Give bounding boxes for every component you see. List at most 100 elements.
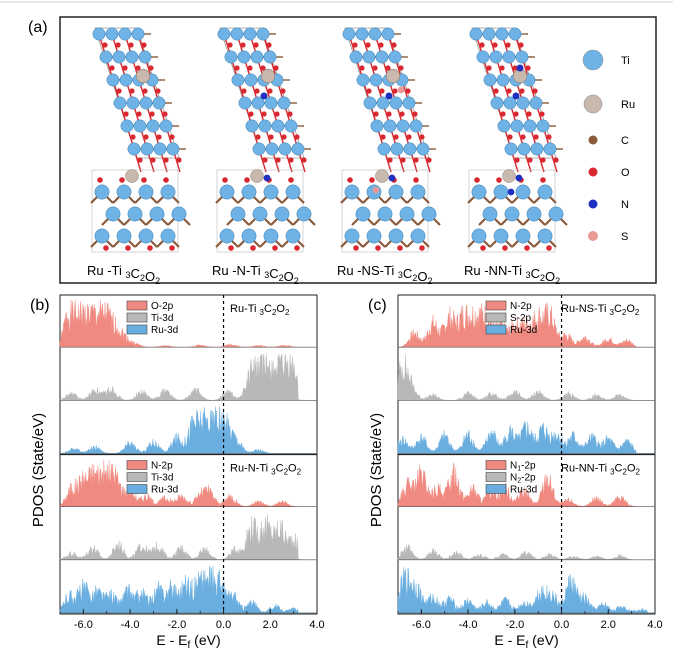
ti-atom bbox=[127, 142, 141, 156]
ti-atom bbox=[504, 142, 518, 156]
o-atom bbox=[268, 134, 274, 140]
o-atom bbox=[366, 88, 372, 94]
o-atom bbox=[129, 88, 135, 94]
ti-atom bbox=[416, 142, 430, 156]
o-atom bbox=[385, 65, 391, 71]
o-atom bbox=[123, 111, 129, 117]
o-atom bbox=[419, 245, 425, 251]
legend-swatch bbox=[485, 324, 507, 335]
pdos-series-n2-2p bbox=[397, 544, 656, 561]
ti-atom bbox=[263, 228, 279, 244]
o-atom bbox=[241, 88, 247, 94]
o-atom bbox=[169, 134, 175, 140]
o-atom bbox=[380, 134, 386, 140]
x-axis-label: E - Ef (eV) bbox=[494, 632, 558, 651]
ti-atom bbox=[245, 119, 259, 133]
o-atom bbox=[267, 88, 273, 94]
o-atom bbox=[294, 245, 300, 251]
group-title: Ru-Ti 3C2O2 bbox=[230, 303, 290, 317]
o-atom bbox=[378, 42, 384, 48]
o-atom bbox=[255, 134, 261, 140]
pdos-series-n-2p bbox=[59, 459, 318, 507]
ti-atom bbox=[369, 73, 383, 87]
legend-label: Ti-3d bbox=[151, 313, 173, 324]
legend-label: Ru-3d bbox=[510, 325, 537, 336]
o-atom bbox=[274, 111, 280, 117]
o-atom bbox=[505, 42, 511, 48]
ti-atom bbox=[241, 228, 257, 244]
ti-atom bbox=[219, 228, 235, 244]
ti-atom bbox=[278, 142, 292, 156]
ti-atom bbox=[536, 119, 550, 133]
ti-atom bbox=[344, 184, 360, 200]
o-atom bbox=[137, 157, 143, 163]
o-atom bbox=[247, 65, 253, 71]
ti-atom bbox=[493, 184, 509, 200]
ti-atom bbox=[116, 228, 132, 244]
legend-entry: Ru-3d bbox=[485, 324, 537, 336]
ti-atom bbox=[231, 73, 245, 87]
atom-symbol: C bbox=[621, 135, 629, 147]
ti-atom bbox=[388, 228, 404, 244]
ru-atom bbox=[135, 68, 151, 84]
o-atom bbox=[426, 157, 432, 163]
ti-atom bbox=[120, 119, 134, 133]
n-atom bbox=[260, 92, 268, 100]
o-atom bbox=[163, 177, 169, 183]
structure-label: Ru -NS-Ti 3C2O2 bbox=[337, 263, 432, 286]
ti-atom bbox=[230, 206, 246, 222]
o-atom bbox=[486, 65, 492, 71]
ti-atom bbox=[250, 50, 264, 64]
ti-atom bbox=[152, 96, 166, 110]
o-atom bbox=[125, 245, 131, 251]
legend-entry: Ru-3d bbox=[126, 484, 178, 496]
o-atom bbox=[406, 134, 412, 140]
o-atom bbox=[248, 111, 254, 117]
atom-swatch bbox=[588, 199, 598, 209]
legend-entry: Ti-3d bbox=[126, 472, 173, 484]
atom-swatch bbox=[583, 94, 603, 114]
o-atom bbox=[147, 245, 153, 251]
ru-atom bbox=[125, 169, 139, 183]
ti-atom bbox=[219, 184, 235, 200]
o-atom bbox=[149, 111, 155, 117]
ti-atom bbox=[140, 142, 154, 156]
ti-atom bbox=[256, 27, 270, 41]
o-atom bbox=[375, 245, 381, 251]
o-atom bbox=[135, 65, 141, 71]
pdos-series-ru-3d bbox=[59, 565, 317, 614]
legend-entry: Ru-3d bbox=[126, 324, 178, 336]
legend-swatch bbox=[485, 484, 507, 494]
ti-atom bbox=[344, 228, 360, 244]
legend-label: O-2p bbox=[151, 301, 174, 312]
pdos-series-ru-3d bbox=[397, 421, 655, 454]
o-atom bbox=[398, 65, 404, 71]
legend-swatch bbox=[485, 300, 507, 311]
legend-entry: Ru-3d bbox=[485, 484, 537, 496]
legend-label: N-2p bbox=[151, 461, 173, 472]
x-tick-label: 2.0 bbox=[263, 619, 278, 631]
o-atom bbox=[97, 177, 103, 183]
ti-atom bbox=[399, 206, 415, 222]
ti-atom bbox=[166, 142, 180, 156]
unit-cell-outline bbox=[219, 27, 305, 159]
ru-atom bbox=[502, 169, 516, 183]
ti-atom bbox=[469, 27, 483, 41]
atom-symbol: Ti bbox=[621, 55, 630, 67]
ti-atom bbox=[258, 119, 272, 133]
o-atom bbox=[288, 157, 294, 163]
x-tick-label: 0.0 bbox=[216, 619, 231, 631]
ti-atom bbox=[496, 73, 510, 87]
panel-label-c: (c) bbox=[368, 297, 387, 314]
ti-atom bbox=[94, 228, 110, 244]
o-atom bbox=[347, 177, 353, 183]
o-atom bbox=[365, 42, 371, 48]
ti-atom bbox=[271, 119, 285, 133]
o-atom bbox=[379, 88, 385, 94]
o-atom bbox=[116, 88, 122, 94]
legend-swatch bbox=[126, 472, 148, 482]
ti-atom bbox=[118, 27, 132, 41]
ti-atom bbox=[285, 228, 301, 244]
o-atom bbox=[156, 134, 162, 140]
